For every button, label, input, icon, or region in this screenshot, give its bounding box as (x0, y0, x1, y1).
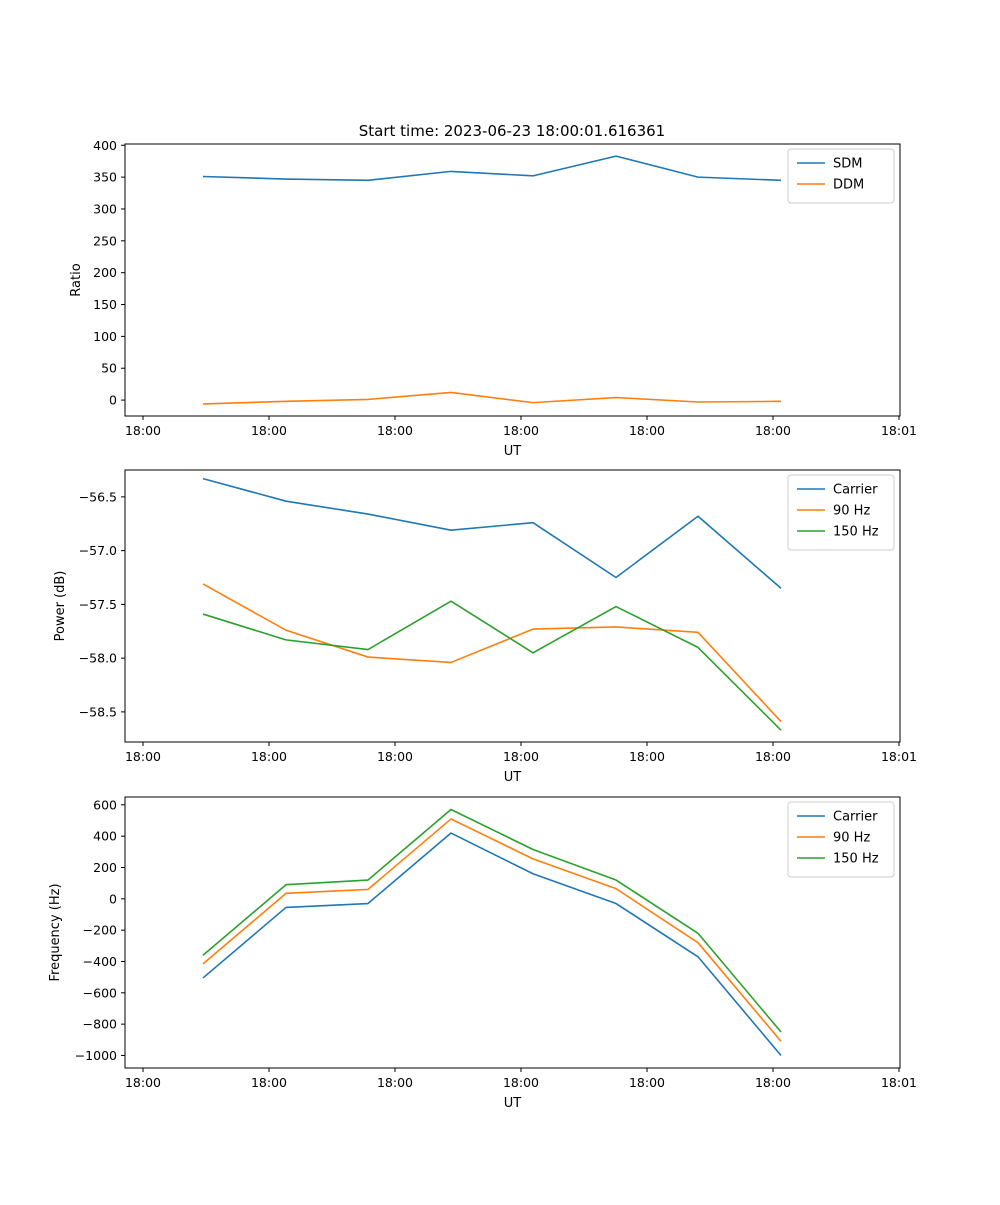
y-tick-label: 0 (109, 891, 117, 906)
x-tick-label: 18:00 (503, 423, 539, 438)
legend-label: 90 Hz (833, 831, 870, 846)
y-tick-label: −58.0 (79, 651, 117, 666)
x-tick-label: 18:00 (377, 1075, 413, 1090)
y-axis-label: Frequency (Hz) (48, 883, 63, 981)
y-tick-label: −58.5 (79, 704, 117, 719)
legend-label: SDM (833, 157, 862, 172)
figure-title: Start time: 2023-06-23 18:00:01.616361 (359, 122, 665, 140)
y-tick-label: 600 (93, 797, 117, 812)
axes-frame (124, 469, 901, 743)
y-tick-label: 100 (93, 329, 117, 344)
y-tick-label: 400 (93, 829, 117, 844)
y-axis-label: Power (dB) (53, 571, 68, 642)
x-tick-label: 18:01 (881, 423, 917, 438)
x-tick-label: 18:00 (251, 423, 287, 438)
subplot-1: 18:00 18:00 18:00 18:00 18:00 18:00 18:01 0 50 10… (69, 138, 917, 459)
y-tick-label: 150 (93, 297, 117, 312)
x-tick-label: 18:00 (503, 1075, 539, 1090)
x-tick-label: 18:00 (629, 749, 665, 764)
x-tick-label: 18:00 (629, 423, 665, 438)
legend: SDM DDM (787, 148, 895, 204)
y-tick-label: −57.0 (79, 543, 117, 558)
x-tick-label: 18:00 (755, 423, 791, 438)
series-line-sdm (202, 155, 782, 182)
y-tick-label: −57.5 (79, 597, 117, 612)
legend-label: 150 Hz (833, 525, 879, 540)
legend-label: 150 Hz (833, 852, 879, 867)
y-tick-label: −1000 (75, 1048, 117, 1063)
y-tick-label: −56.5 (79, 489, 117, 504)
x-axis-label: UT (504, 444, 522, 459)
series-line-90-hz (202, 818, 782, 1042)
x-tick-label: 18:00 (629, 1075, 665, 1090)
y-tick-label: −200 (83, 923, 117, 938)
series-line-90-hz (202, 583, 782, 723)
legend-label: Carrier (833, 483, 878, 498)
x-tick-label: 18:00 (377, 749, 413, 764)
y-tick-label: 200 (93, 860, 117, 875)
legend-label: 90 Hz (833, 504, 870, 519)
x-tick-label: 18:00 (125, 423, 161, 438)
series-line-150-hz (202, 600, 782, 731)
y-tick-label: −600 (83, 985, 117, 1000)
axes-frame (124, 796, 901, 1069)
legend: Carrier 90 Hz 150 Hz (787, 801, 895, 878)
x-axis-label: UT (504, 1096, 522, 1111)
y-tick-label: −400 (83, 954, 117, 969)
series-line-carrier (202, 477, 782, 589)
x-axis-label: UT (504, 770, 522, 785)
series-line-carrier (202, 832, 782, 1056)
x-tick-label: 18:00 (251, 749, 287, 764)
y-tick-label: 350 (93, 170, 117, 185)
y-tick-label: 50 (101, 361, 117, 376)
y-axis-label: Ratio (69, 263, 84, 296)
x-tick-label: 18:00 (251, 1075, 287, 1090)
x-tick-label: 18:00 (125, 1075, 161, 1090)
y-tick-label: −800 (83, 1017, 117, 1032)
x-tick-label: 18:00 (125, 749, 161, 764)
x-tick-label: 18:00 (503, 749, 539, 764)
legend-label: DDM (833, 178, 864, 193)
legend-label: Carrier (833, 810, 878, 825)
subplot-2: 18:00 18:00 18:00 18:00 18:00 18:00 18:01 −58.5… (53, 469, 917, 785)
legend: Carrier 90 Hz 150 Hz (787, 474, 895, 551)
axes-frame (124, 143, 901, 417)
x-tick-label: 18:01 (881, 749, 917, 764)
y-tick-label: 400 (93, 138, 117, 153)
y-tick-label: 300 (93, 201, 117, 216)
x-tick-label: 18:00 (377, 423, 413, 438)
x-tick-label: 18:00 (755, 1075, 791, 1090)
x-tick-label: 18:01 (881, 1075, 917, 1090)
subplot-3: 18:00 18:00 18:00 18:00 18:00 18:00 18:01 −1000… (48, 796, 917, 1111)
y-tick-label: 0 (109, 393, 117, 408)
y-tick-label: 250 (93, 233, 117, 248)
y-tick-label: 200 (93, 265, 117, 280)
x-tick-label: 18:00 (755, 749, 791, 764)
series-line-150-hz (202, 808, 782, 1033)
series-line-ddm (202, 391, 782, 405)
